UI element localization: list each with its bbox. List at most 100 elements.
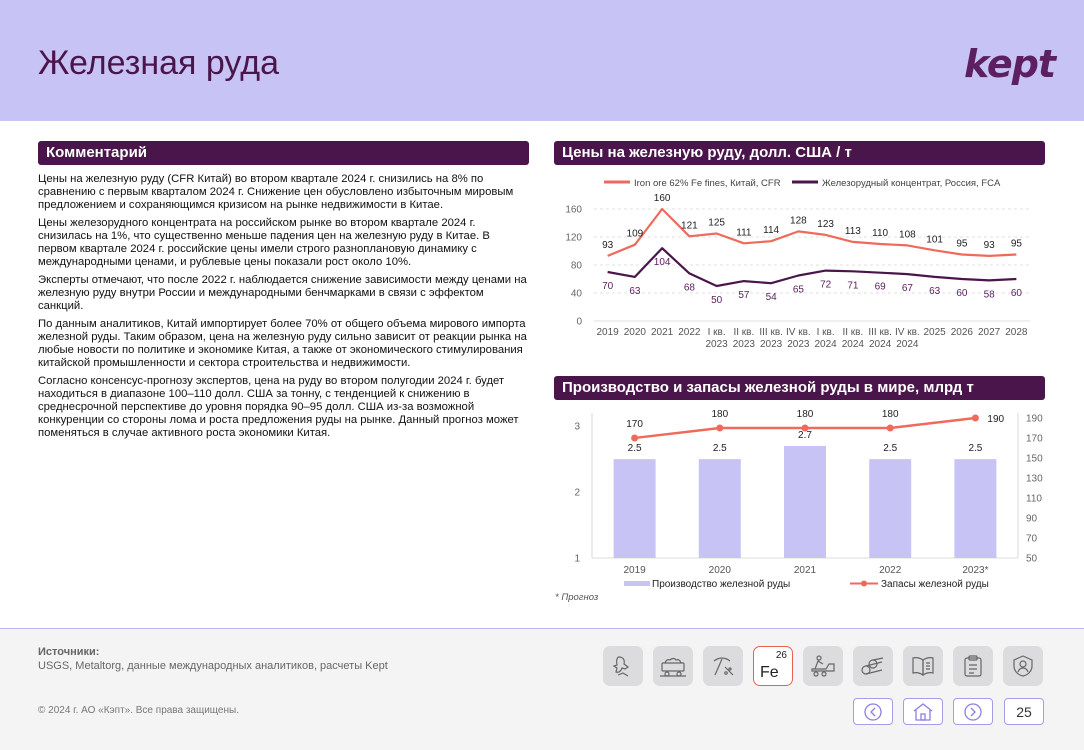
reserves-value-label: 180 — [797, 409, 814, 420]
data-label: 160 — [654, 193, 671, 204]
data-label: 57 — [738, 290, 750, 301]
x-tick-label: I кв. 2024 — [815, 327, 838, 350]
production-bar — [954, 459, 997, 558]
right-tick-label: 190 — [1026, 414, 1043, 425]
kept-logo[interactable]: kept — [964, 42, 1056, 86]
legend-marker — [861, 580, 867, 587]
price-chart-heading: Цены на железную руду, долл. США / т — [554, 141, 1045, 165]
data-label: 69 — [875, 282, 887, 293]
right-tick-label: 50 — [1026, 554, 1038, 565]
book-icon — [912, 657, 934, 677]
production-bar — [613, 459, 656, 558]
book-tile[interactable] — [903, 646, 943, 686]
right-tick-label: 110 — [1026, 494, 1042, 505]
data-label: 95 — [956, 239, 968, 250]
reserves-point — [971, 414, 979, 422]
data-label: 123 — [817, 219, 834, 230]
right-tick-label: 170 — [1026, 434, 1043, 445]
data-label: 68 — [684, 282, 696, 293]
comment-heading: Комментарий — [38, 141, 529, 165]
data-label: 65 — [793, 285, 805, 296]
left-tick-label: 2 — [574, 488, 580, 499]
comment-paragraph: Согласно консенсус-прогнозу экспертов, ц… — [38, 375, 519, 439]
production-bar — [869, 459, 912, 558]
mining-tile[interactable] — [703, 646, 743, 686]
x-tick-label: IV кв. 2024 — [895, 327, 920, 350]
legend-label: Железорудный концентрат, Россия, FCA — [822, 178, 1001, 189]
x-tick-label: 2019 — [623, 565, 646, 576]
coal-cart-tile[interactable] — [653, 646, 693, 686]
data-label: 125 — [708, 218, 725, 229]
reserves-value-label: 190 — [987, 414, 1004, 425]
sources-text: USGS, Metaltorg, данные международных ан… — [38, 660, 388, 672]
copyright: © 2024 г. АО «Кэпт». Все права защищены. — [38, 705, 239, 716]
home-button[interactable] — [903, 698, 943, 725]
mining-pick-icon — [713, 657, 734, 676]
profile-tile[interactable] — [1003, 646, 1043, 686]
x-tick-label: II кв. 2023 — [733, 327, 756, 350]
bar-value-label: 2.5 — [628, 443, 642, 454]
data-label: 63 — [629, 286, 641, 297]
reserves-value-label: 180 — [711, 409, 728, 420]
reserves-point — [886, 424, 894, 432]
comment-paragraph: По данным аналитиков, Китай импортирует … — [38, 318, 527, 369]
legend-label: Производство железной руды — [652, 579, 790, 590]
home-icon — [913, 702, 933, 721]
comment-paragraph: Цены железорудного концентрата на россий… — [38, 217, 490, 268]
fe-element-icon: Fe — [760, 664, 779, 681]
legend-label: Iron ore 62% Fe fines, Китай, CFR — [634, 178, 781, 189]
x-tick-label: 2023* — [962, 565, 988, 576]
next-page-button[interactable] — [953, 698, 993, 725]
right-tick-label: 90 — [1026, 514, 1038, 525]
ore-machine-tile[interactable] — [803, 646, 843, 686]
reserves-point — [716, 424, 724, 432]
footer-divider — [0, 628, 1084, 629]
data-label: 128 — [790, 215, 807, 226]
data-label: 60 — [1011, 288, 1023, 299]
y-tick-label: 40 — [571, 289, 583, 300]
data-label: 114 — [763, 225, 779, 236]
x-tick-label: 2022 — [678, 327, 701, 338]
gold-icon — [612, 656, 630, 677]
left-tick-label: 3 — [574, 422, 580, 433]
production-chart-heading: Производство и запасы железной руды в ми… — [554, 376, 1045, 400]
gold-tile[interactable] — [603, 646, 643, 686]
sources-label: Источники: — [38, 646, 100, 658]
reserves-value-label: 180 — [882, 409, 899, 420]
right-tick-label: 70 — [1026, 534, 1038, 545]
data-label: 63 — [929, 286, 941, 297]
bar-value-label: 2.5 — [968, 443, 982, 454]
page-title: Железная руда — [38, 44, 280, 82]
data-label: 110 — [872, 228, 888, 239]
data-label: 108 — [899, 229, 916, 240]
comment-paragraph: Цены на железную руду (CFR Китай) во вто… — [38, 173, 514, 211]
right-tick-label: 130 — [1026, 474, 1043, 485]
profile-icon — [1013, 655, 1033, 677]
x-tick-label: III кв. 2024 — [868, 327, 892, 350]
data-label: 113 — [845, 226, 861, 237]
fe-element-tile[interactable]: 26 Fe — [753, 646, 793, 686]
data-label: 109 — [627, 229, 644, 240]
bar-value-label: 2.5 — [883, 443, 897, 454]
x-tick-label: III кв. 2023 — [759, 327, 783, 350]
legend-label: Запасы железной руды — [881, 579, 989, 590]
data-label: 71 — [847, 280, 859, 291]
previous-page-button[interactable] — [853, 698, 893, 725]
data-label: 121 — [681, 220, 698, 231]
data-label: 72 — [820, 280, 832, 291]
data-label: 101 — [926, 234, 943, 245]
x-tick-label: II кв. 2024 — [842, 327, 865, 350]
data-label: 93 — [602, 240, 614, 251]
production-bar — [784, 445, 826, 558]
data-label: 93 — [984, 240, 996, 251]
x-tick-label: 2021 — [794, 565, 817, 576]
fe-atomic-number: 26 — [775, 650, 787, 661]
x-tick-label: IV кв. 2023 — [786, 327, 811, 350]
clipboard-tile[interactable] — [953, 646, 993, 686]
data-label: 50 — [711, 295, 723, 306]
comment-body: Цены на железную руду (CFR Китай) во вто… — [38, 173, 530, 445]
reserves-point — [631, 434, 639, 442]
logs-tile[interactable] — [853, 646, 893, 686]
arrow-right-icon — [964, 702, 982, 721]
reserves-point — [801, 424, 809, 432]
